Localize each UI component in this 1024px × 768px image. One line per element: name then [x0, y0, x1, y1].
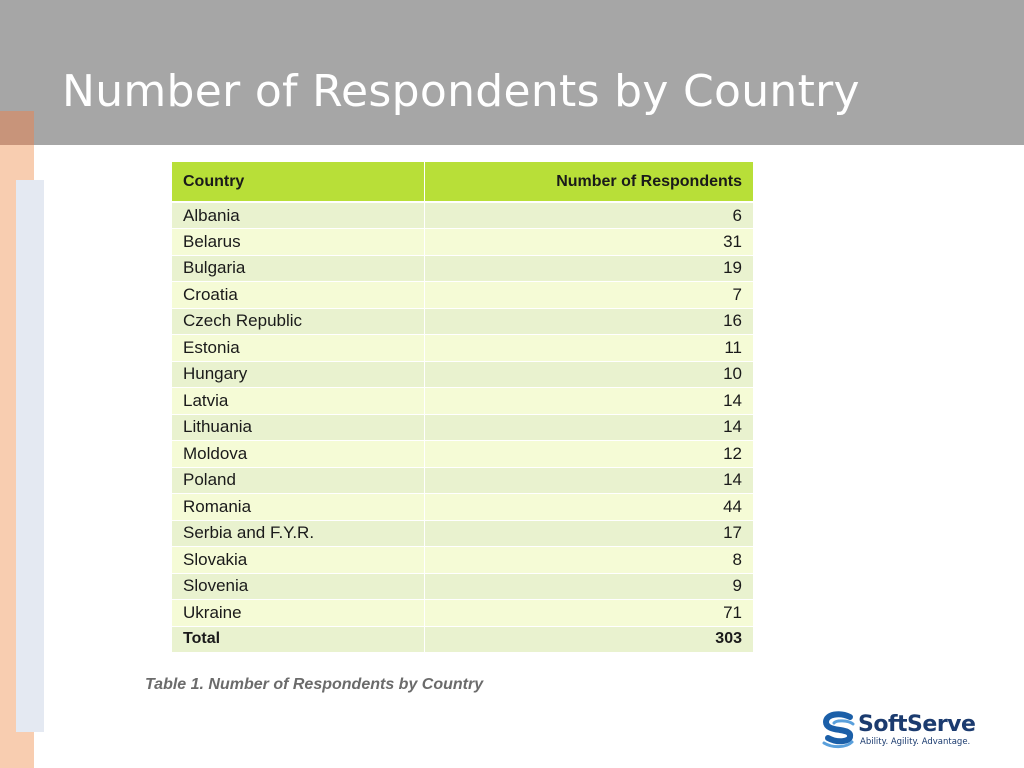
softserve-logo-icon [822, 711, 855, 749]
cell-country: Slovakia [172, 546, 425, 574]
table-row: Czech Republic 16 [172, 308, 753, 335]
cell-respondents: 16 [424, 308, 753, 335]
table-row: Ukraine 71 [172, 599, 753, 627]
table-row: Estonia 11 [172, 334, 753, 362]
table-row: Moldova 12 [172, 440, 753, 468]
cell-country: Slovenia [172, 573, 425, 600]
cell-respondents: 12 [424, 440, 753, 468]
total-label: Total [172, 626, 425, 653]
cell-respondents: 11 [424, 334, 753, 362]
cell-country: Czech Republic [172, 308, 425, 335]
table-row: Latvia 14 [172, 387, 753, 415]
accent-block [0, 111, 34, 145]
table-row: Slovenia 9 [172, 573, 753, 600]
cell-country: Bulgaria [172, 255, 425, 282]
table-row: Poland 14 [172, 467, 753, 494]
cell-country: Croatia [172, 281, 425, 309]
header-respondents: Number of Respondents [424, 162, 753, 203]
cell-country: Ukraine [172, 599, 425, 627]
table-row: Belarus 31 [172, 228, 753, 256]
cell-respondents: 14 [424, 414, 753, 441]
cell-respondents: 6 [424, 202, 753, 229]
cell-respondents: 19 [424, 255, 753, 282]
cell-respondents: 8 [424, 546, 753, 574]
cell-country: Romania [172, 493, 425, 521]
logo-name: SoftServe [858, 712, 976, 737]
table-row: Albania 6 [172, 202, 753, 229]
table-row: Romania 44 [172, 493, 753, 521]
logo-tagline: Ability. Agility. Advantage. [860, 737, 971, 747]
cell-country: Lithuania [172, 414, 425, 441]
cell-respondents: 9 [424, 573, 753, 600]
cell-respondents: 31 [424, 228, 753, 256]
cell-respondents: 44 [424, 493, 753, 521]
accent-inner-strip [16, 180, 44, 732]
cell-respondents: 7 [424, 281, 753, 309]
table-row: Croatia 7 [172, 281, 753, 309]
table-body: Albania 6 Belarus 31 Bulgaria 19 Croatia 7 Czech… [172, 202, 753, 653]
table-row: Bulgaria 19 [172, 255, 753, 282]
table-row: Hungary 10 [172, 361, 753, 388]
respondents-table: Country Number of Respondents Albania 6 Be… [172, 162, 753, 653]
cell-country: Serbia and F.Y.R. [172, 520, 425, 547]
cell-country: Albania [172, 202, 425, 229]
table-caption: Table 1. Number of Respondents by Countr… [145, 676, 484, 693]
softserve-logo: SoftServe Ability. Agility. Advantage. [820, 710, 990, 752]
header-country: Country [172, 162, 425, 203]
table-row: Serbia and F.Y.R. 17 [172, 520, 753, 547]
cell-country: Belarus [172, 228, 425, 256]
table-total-row: Total 303 [172, 626, 753, 653]
cell-respondents: 17 [424, 520, 753, 547]
slide-title: Number of Respondents by Country [62, 66, 860, 117]
table-header-row: Country Number of Respondents [172, 162, 753, 203]
cell-country: Moldova [172, 440, 425, 468]
cell-respondents: 10 [424, 361, 753, 388]
cell-country: Hungary [172, 361, 425, 388]
cell-country: Estonia [172, 334, 425, 362]
table-row: Slovakia 8 [172, 546, 753, 574]
title-bar [0, 0, 1024, 145]
cell-country: Poland [172, 467, 425, 494]
cell-respondents: 14 [424, 467, 753, 494]
cell-country: Latvia [172, 387, 425, 415]
cell-respondents: 71 [424, 599, 753, 627]
total-value: 303 [424, 626, 753, 653]
table-row: Lithuania 14 [172, 414, 753, 441]
cell-respondents: 14 [424, 387, 753, 415]
